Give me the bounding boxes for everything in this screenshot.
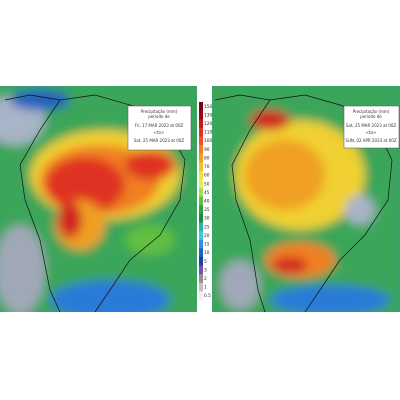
colorbar-label: 130 <box>204 112 212 118</box>
colorbar-label: 0.5 <box>204 293 211 299</box>
right-legend: Precipitação (mm) período de Sat, 25 MAR… <box>343 105 400 149</box>
colorbar-swatch <box>199 274 203 284</box>
colorbar-label: 60 <box>204 173 210 179</box>
colorbar-swatch <box>199 110 203 120</box>
colorbar-swatch <box>199 153 203 163</box>
colorbar-swatch <box>199 179 203 189</box>
colorbar-swatch <box>199 196 203 206</box>
colorbar-label: 3 <box>204 267 207 273</box>
colorbar-label: 80 <box>204 155 210 161</box>
colorbar-swatch <box>199 213 203 223</box>
colorbar-swatch <box>199 265 203 275</box>
colorbar-label: 10 <box>204 250 210 256</box>
colorbar-swatch <box>199 222 203 232</box>
colorbar-label: 110 <box>204 130 212 136</box>
colorbar: 1501301201101009080706050454035302520151… <box>199 102 212 301</box>
colorbar-label: 30 <box>204 216 210 222</box>
legend-sep: <to> <box>154 130 165 135</box>
colorbar-swatch <box>199 291 203 301</box>
colorbar-label: 40 <box>204 199 210 205</box>
legend-end: SUN, 02 APR 2023 at 00Z <box>345 138 396 143</box>
legend-end: Sat, 25 MAR 2023 at 00Z <box>134 138 185 143</box>
left-legend: Precipitação (mm) período de Fri, 17 MAR… <box>127 105 192 151</box>
colorbar-swatch <box>199 256 203 266</box>
colorbar-label: 20 <box>204 233 210 239</box>
colorbar-swatch <box>199 145 203 154</box>
legend-title: Precipitação (mm) <box>353 109 390 114</box>
colorbar-swatch <box>199 205 203 215</box>
colorbar-swatch <box>199 170 203 180</box>
colorbar-label: 25 <box>204 224 210 230</box>
colorbar-label: 90 <box>204 147 210 153</box>
legend-sep: <to> <box>366 130 377 135</box>
colorbar-label: 70 <box>204 164 210 170</box>
colorbar-label: 45 <box>204 190 210 196</box>
legend-subtitle: período de <box>360 114 382 119</box>
legend-start: Sat, 25 MAR 2023 at 00Z <box>346 123 397 128</box>
colorbar-swatch <box>199 102 203 111</box>
colorbar-label: 1 <box>204 285 207 291</box>
colorbar-swatch <box>199 188 203 197</box>
legend-title: Precipitação (mm) <box>141 109 178 114</box>
colorbar-label: 2 <box>204 276 207 282</box>
colorbar-label: 120 <box>204 121 212 127</box>
colorbar-swatch <box>199 136 203 146</box>
colorbar-label: 150 <box>204 104 212 110</box>
colorbar-swatch <box>199 162 203 172</box>
colorbar-label: 15 <box>204 242 210 248</box>
colorbar-swatch <box>199 248 203 258</box>
colorbar-swatch <box>199 127 203 137</box>
legend-subtitle: período de <box>148 114 170 119</box>
colorbar-label: 50 <box>204 181 210 187</box>
legend-start: Fri, 17 MAR 2023 at 00Z <box>135 123 184 128</box>
colorbar-label: 35 <box>204 207 210 213</box>
colorbar-swatch <box>199 239 203 249</box>
colorbar-label: 100 <box>204 138 212 144</box>
colorbar-label: 5 <box>204 259 207 265</box>
colorbar-swatch <box>199 231 203 241</box>
colorbar-swatch <box>199 282 203 292</box>
right-map <box>212 86 400 312</box>
colorbar-swatch <box>199 119 203 129</box>
